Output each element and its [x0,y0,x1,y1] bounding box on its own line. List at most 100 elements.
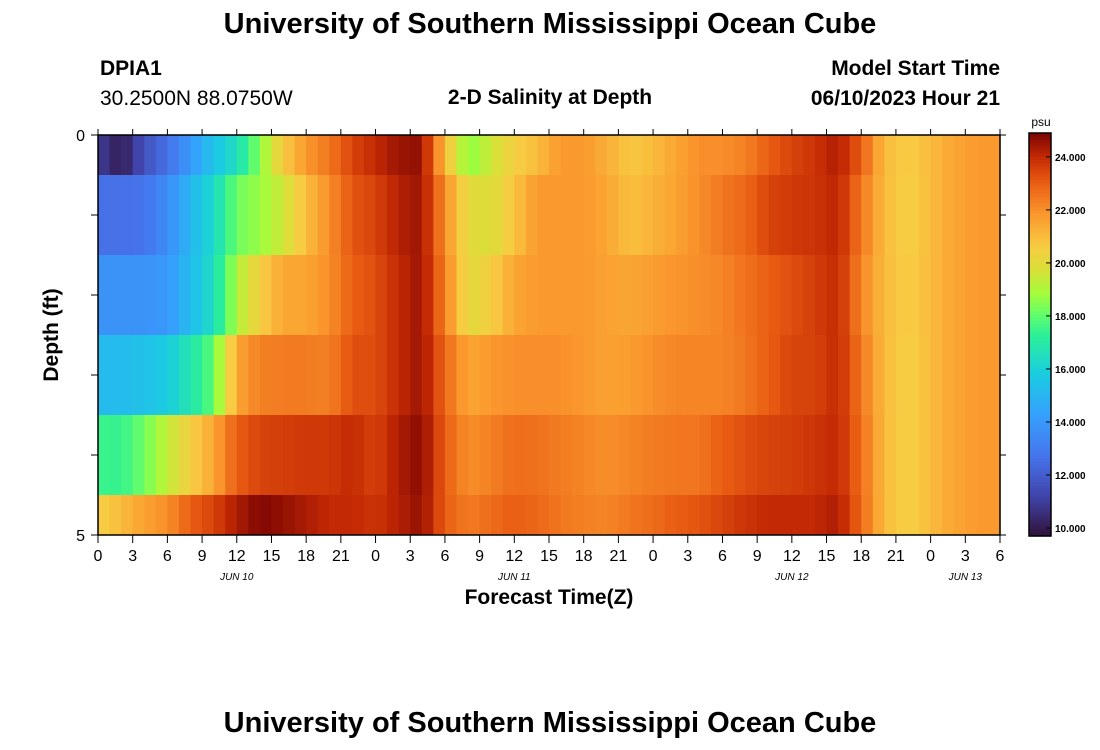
colorbar-segment [1029,331,1051,336]
colorbar: psu 24.000 22.000 20.000 18.000 16.000 14.000… [1028,115,1086,537]
heatmap-cell [363,335,377,415]
heatmap-cell [641,135,654,175]
heatmap-cell [814,175,828,255]
heatmap-cell [803,495,816,535]
heatmap-cell [456,255,469,335]
heatmap-cell [826,495,839,535]
heatmap-cell [572,255,585,335]
heatmap-cell [629,135,643,175]
colorbar-segment [1029,368,1051,373]
heatmap-cell [687,335,700,415]
heatmap-cell [629,495,643,535]
heatmap-cell [375,135,388,175]
heatmap-cell [757,135,770,175]
x-tick-label: 12 [783,548,801,565]
colorbar-segment [1029,398,1051,403]
heatmap-cell [549,495,562,535]
heatmap-cell [352,255,365,335]
colorbar-segment [1029,143,1051,148]
heatmap-cell [213,335,226,415]
heatmap-cell [283,335,296,415]
y-axis: 05 [76,128,1006,545]
heatmap-cell [202,175,215,255]
colorbar-segment [1029,253,1051,258]
heatmap-cell [132,335,145,415]
colorbar-segment [1029,525,1051,530]
heatmap-cell [109,135,122,175]
colorbar-segment [1029,237,1051,242]
heatmap-cell [572,175,585,255]
heatmap-cell [468,255,481,335]
colorbar-segment [1029,153,1051,158]
colorbar-segment [1029,243,1051,248]
colorbar-segment [1029,159,1051,164]
heatmap-cell [710,255,724,335]
heatmap-cell [826,415,839,495]
heatmap-cell [953,415,966,495]
heatmap-cell [745,495,758,535]
x-tick-label: 21 [609,548,627,565]
heatmap-cell [734,495,747,535]
heatmap-cell [525,175,539,255]
colorbar-segment [1029,287,1051,292]
heatmap-cell [734,335,747,415]
heatmap-cell [317,415,330,495]
heatmap-cell [838,135,851,175]
heatmap-cell [190,335,203,415]
heatmap-cell [687,255,700,335]
heatmap-cell [109,255,122,335]
heatmap-cell [814,335,828,415]
heatmap-cell [734,415,747,495]
heatmap-cell [283,135,296,175]
heatmap-cell [814,135,828,175]
heatmap-cell [791,135,805,175]
colorbar-segment [1029,290,1051,295]
colorbar-segment [1029,435,1051,440]
colorbar-segment [1029,317,1051,322]
heatmap-cell [167,335,180,415]
heatmap-cell [653,255,666,335]
heatmap-cell [861,495,874,535]
heatmap-cell [953,135,966,175]
station-id: DPIA1 [100,57,162,80]
heatmap-cell [155,175,168,255]
x-tick-label: 0 [371,548,380,565]
heatmap-cell [606,255,619,335]
colorbar-segment [1029,146,1051,151]
colorbar-segment [1029,149,1051,154]
heatmap-cell [722,175,735,255]
heatmap-cell [352,335,365,415]
colorbar-segment [1029,307,1051,312]
colorbar-segment [1029,515,1051,520]
heatmap-cell [722,135,735,175]
heatmap-cell [907,335,920,415]
heatmap-cell [306,135,319,175]
colorbar-segment [1029,374,1051,379]
heatmap-cell [618,495,631,535]
heatmap-cell [121,175,134,255]
heatmap-cell [248,135,261,175]
colorbar-segment [1029,495,1051,500]
date-label: JUN 12 [774,572,809,583]
heatmap-cell [560,495,573,535]
heatmap-cell [745,255,758,335]
heatmap-cell [919,175,932,255]
heatmap-cell [502,135,515,175]
heatmap-cell [410,255,423,335]
colorbar-segment [1029,163,1051,168]
heatmap-cell [514,255,527,335]
colorbar-segment [1029,260,1051,265]
heatmap-cell [838,175,851,255]
heatmap-cell [861,335,874,415]
heatmap-cell [942,135,955,175]
heatmap-cell [641,255,654,335]
heatmap-cell [213,175,226,255]
heatmap-cell [213,255,226,335]
colorbar-unit: psu [1031,115,1050,129]
heatmap-cell [826,335,839,415]
heatmap-cell [664,255,677,335]
colorbar-segment [1029,196,1051,201]
colorbar-segment [1029,341,1051,346]
heatmap-cell [444,415,458,495]
heatmap-cell [653,495,666,535]
